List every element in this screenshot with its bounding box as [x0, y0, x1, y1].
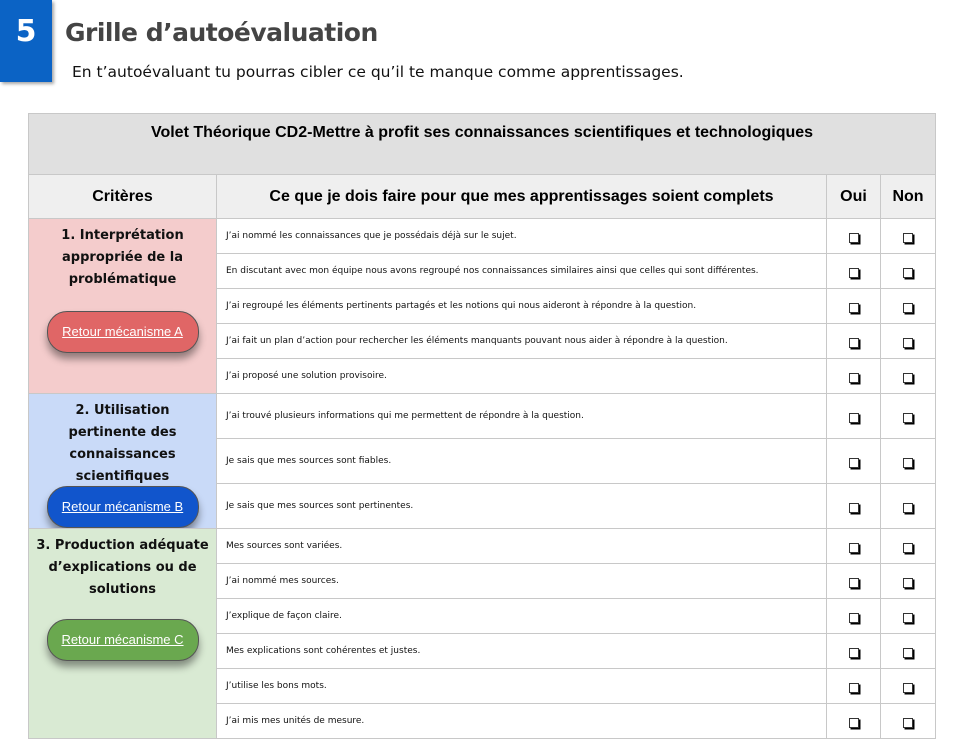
non-cell: [879, 393, 937, 439]
task-text: Je sais que mes sources sont pertinentes…: [216, 483, 827, 529]
header-oui: Oui: [826, 174, 881, 219]
table-row: 2. Utilisation pertinente des connaissan…: [28, 393, 937, 529]
oui-cell: [826, 393, 881, 439]
non-checkbox-icon[interactable]: [903, 412, 913, 423]
retour-mecanisme-c-button[interactable]: Retour mécanisme C: [46, 619, 199, 661]
oui-cell: [826, 483, 881, 529]
non-cell: [879, 633, 937, 669]
non-checkbox-icon[interactable]: [903, 457, 913, 468]
criterion-cell: 3. Production adéquate d’explications ou…: [28, 528, 217, 739]
criterion-label: 2. Utilisation pertinente des connaissan…: [68, 403, 177, 484]
task-text: J’ai mis mes unités de mesure.: [216, 703, 827, 739]
oui-checkbox-icon[interactable]: [848, 337, 859, 348]
task-text: J’ai proposé une solution provisoire.: [216, 358, 827, 394]
oui-cell: [826, 323, 881, 359]
non-checkbox-icon[interactable]: [903, 232, 913, 243]
oui-cell: [826, 563, 881, 599]
header-non: Non: [879, 174, 937, 219]
task-text: J’ai fait un plan d’action pour recherch…: [216, 323, 827, 359]
non-cell: [879, 528, 937, 564]
non-cell: [879, 438, 937, 484]
oui-cell: [826, 438, 881, 484]
oui-checkbox-icon[interactable]: [848, 502, 859, 513]
oui-cell: [826, 703, 881, 739]
oui-cell: [826, 218, 881, 254]
non-cell: [879, 703, 937, 739]
table-row: Je sais que mes sources sont pertinentes…: [29, 483, 937, 529]
criterion-cell: 2. Utilisation pertinente des connaissan…: [28, 393, 217, 529]
non-cell: [879, 668, 937, 704]
table-row: J’ai proposé une solution provisoire.: [29, 358, 937, 394]
oui-cell: [826, 633, 881, 669]
task-text: En discutant avec mon équipe nous avons …: [216, 253, 827, 289]
oui-checkbox-icon[interactable]: [848, 267, 859, 278]
non-checkbox-icon[interactable]: [903, 337, 913, 348]
oui-checkbox-icon[interactable]: [848, 577, 859, 588]
criterion-label: 3. Production adéquate d’explications ou…: [36, 538, 209, 597]
oui-checkbox-icon[interactable]: [848, 542, 859, 553]
table-row: 3. Production adéquate d’explications ou…: [28, 528, 937, 739]
task-text: J’ai nommé mes sources.: [216, 563, 827, 599]
table-row: Mes explications sont cohérentes et just…: [29, 633, 937, 669]
criterion-cell: 1. Interprétation appropriée de la probl…: [28, 218, 217, 394]
non-cell: [879, 358, 937, 394]
table-row: J’ai fait un plan d’action pour recherch…: [29, 323, 937, 359]
non-cell: [879, 483, 937, 529]
page-title: Grille d’autoévaluation: [65, 18, 378, 47]
oui-checkbox-icon[interactable]: [848, 372, 859, 383]
header-tasks: Ce que je dois faire pour que mes appren…: [216, 174, 827, 219]
task-text: Mes explications sont cohérentes et just…: [216, 633, 827, 669]
non-cell: [879, 563, 937, 599]
task-text: J’ai nommé les connaissances que je poss…: [216, 218, 827, 254]
page-subtitle: En t’autoévaluant tu pourras cibler ce q…: [72, 63, 684, 81]
non-checkbox-icon[interactable]: [903, 302, 913, 313]
non-checkbox-icon[interactable]: [903, 682, 913, 693]
oui-checkbox-icon[interactable]: [848, 302, 859, 313]
task-text: J’ai regroupé les éléments pertinents pa…: [216, 288, 827, 324]
oui-checkbox-icon[interactable]: [848, 717, 859, 728]
non-cell: [879, 218, 937, 254]
table-row: 1. Interprétation appropriée de la probl…: [28, 218, 937, 394]
retour-mecanisme-a-button[interactable]: Retour mécanisme A: [46, 311, 199, 353]
non-checkbox-icon[interactable]: [903, 542, 913, 553]
non-checkbox-icon[interactable]: [903, 577, 913, 588]
oui-cell: [826, 598, 881, 634]
table-row: J’utilise les bons mots.: [29, 668, 937, 704]
non-checkbox-icon[interactable]: [903, 502, 913, 513]
criterion-label: 1. Interprétation appropriée de la probl…: [61, 228, 184, 287]
non-cell: [879, 288, 937, 324]
non-cell: [879, 598, 937, 634]
oui-cell: [826, 288, 881, 324]
oui-cell: [826, 358, 881, 394]
task-text: J’utilise les bons mots.: [216, 668, 827, 704]
table-row: J’ai nommé mes sources.: [29, 563, 937, 599]
task-text: J’explique de façon claire.: [216, 598, 827, 634]
non-checkbox-icon[interactable]: [903, 717, 913, 728]
non-checkbox-icon[interactable]: [903, 372, 913, 383]
section-number: 5: [0, 0, 52, 82]
non-checkbox-icon[interactable]: [903, 612, 913, 623]
oui-checkbox-icon[interactable]: [848, 412, 859, 423]
oui-cell: [826, 668, 881, 704]
non-cell: [879, 323, 937, 359]
table-title: Volet Théorique CD2-Mettre à profit ses …: [27, 113, 937, 175]
non-cell: [879, 253, 937, 289]
oui-checkbox-icon[interactable]: [848, 682, 859, 693]
oui-checkbox-icon[interactable]: [848, 232, 859, 243]
oui-checkbox-icon[interactable]: [848, 457, 859, 468]
table-row: J’ai regroupé les éléments pertinents pa…: [29, 288, 937, 324]
task-text: Je sais que mes sources sont fiables.: [216, 438, 827, 484]
self-evaluation-grid: Volet Théorique CD2-Mettre à profit ses …: [27, 113, 937, 739]
oui-cell: [826, 528, 881, 564]
task-text: J’ai trouvé plusieurs informations qui m…: [216, 393, 827, 439]
task-text: Mes sources sont variées.: [216, 528, 827, 564]
header-criteria: Critères: [28, 174, 217, 219]
oui-checkbox-icon[interactable]: [848, 612, 859, 623]
oui-checkbox-icon[interactable]: [848, 647, 859, 658]
retour-mecanisme-b-button[interactable]: Retour mécanisme B: [46, 486, 199, 528]
non-checkbox-icon[interactable]: [903, 647, 913, 658]
oui-cell: [826, 253, 881, 289]
non-checkbox-icon[interactable]: [903, 267, 913, 278]
